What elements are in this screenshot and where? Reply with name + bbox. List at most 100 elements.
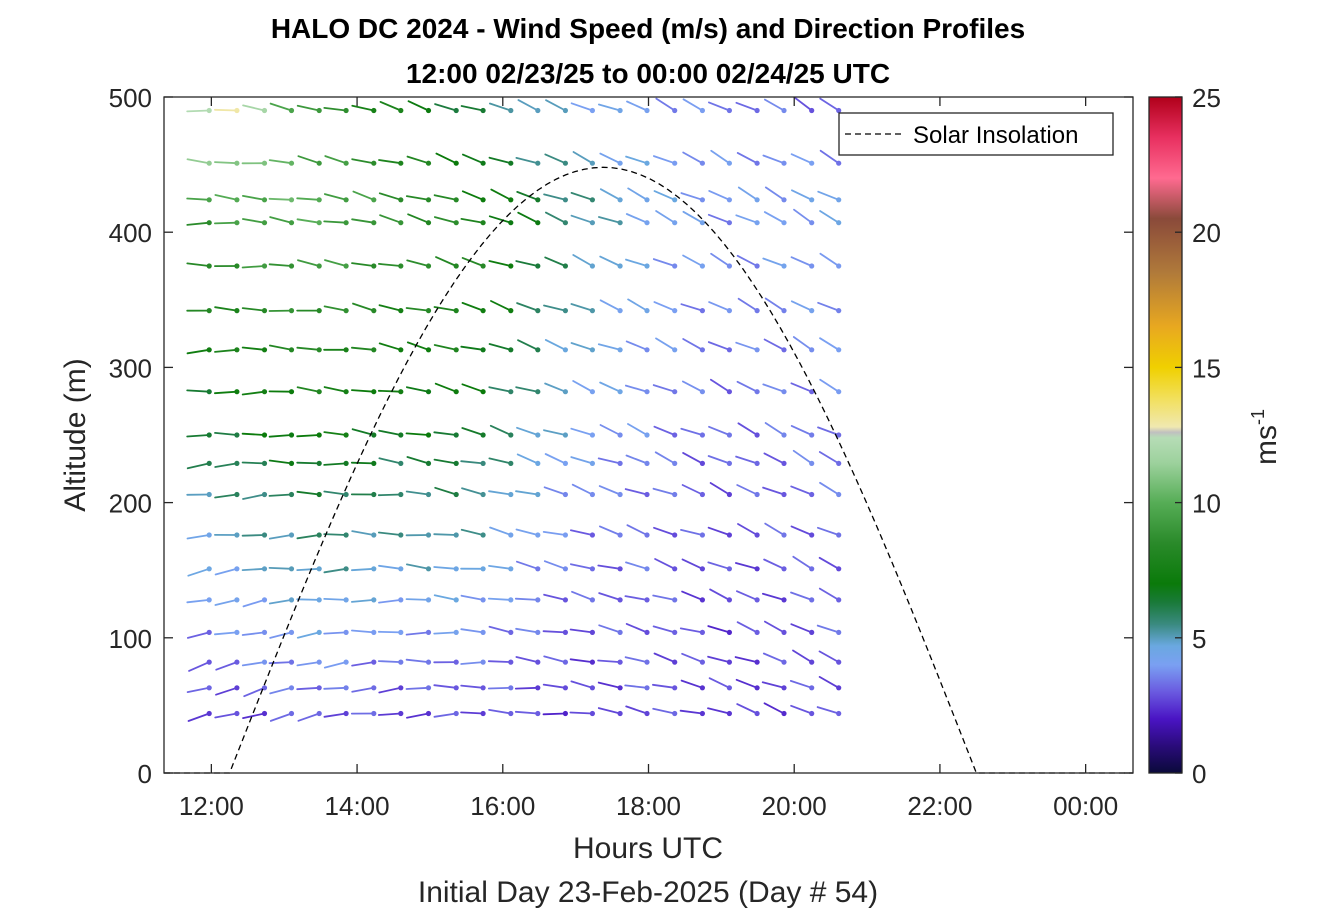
wind-barb-shaft bbox=[736, 703, 758, 715]
wind-barb-shaft bbox=[434, 103, 458, 112]
wind-barb-shaft bbox=[433, 431, 458, 436]
wind-barb-shaft bbox=[406, 259, 430, 267]
colorbar-label-exponent: -1 bbox=[1248, 409, 1268, 425]
wind-barb-dot bbox=[371, 532, 377, 538]
wind-barb-shaft bbox=[269, 712, 293, 722]
wind-barb-dot bbox=[234, 566, 240, 572]
wind-barb-shaft bbox=[351, 661, 375, 667]
wind-barb-shaft bbox=[516, 302, 539, 312]
wind-barb-shaft bbox=[680, 529, 704, 536]
wind-barb-dot bbox=[726, 160, 733, 166]
wind-barb-shaft bbox=[241, 432, 266, 436]
wind-barb-shaft bbox=[709, 482, 731, 496]
x-tick-label: 00:00 bbox=[1053, 791, 1118, 821]
wind-barb-shaft bbox=[542, 683, 567, 689]
wind-barb-shaft bbox=[268, 534, 293, 540]
wind-barb-shaft bbox=[405, 195, 430, 201]
wind-barb-dot bbox=[754, 659, 760, 665]
wind-barb-shaft bbox=[653, 301, 676, 312]
wind-barb-dot bbox=[371, 685, 377, 691]
wind-barb-shaft bbox=[762, 592, 785, 601]
wind-barb-dot bbox=[617, 432, 623, 438]
wind-barb-shaft bbox=[269, 631, 293, 639]
wind-barb-shaft bbox=[599, 299, 621, 312]
wind-barb-shaft bbox=[709, 588, 731, 601]
wind-barb-shaft bbox=[624, 595, 648, 601]
wind-barb-dot bbox=[754, 685, 760, 691]
wind-barb-shaft bbox=[186, 631, 211, 639]
wind-barb-shaft bbox=[241, 307, 266, 312]
wind-barb-shaft bbox=[597, 457, 621, 465]
wind-barb-shaft bbox=[793, 97, 813, 112]
wind-barb-dot bbox=[836, 629, 842, 636]
wind-barb-dot bbox=[453, 597, 459, 603]
wind-barb-dot bbox=[699, 347, 706, 353]
wind-barb-dot bbox=[206, 710, 212, 717]
wind-barb-dot bbox=[617, 160, 623, 166]
wind-barb-dot bbox=[644, 710, 650, 717]
wind-barb-dot bbox=[672, 160, 678, 166]
wind-barb-dot bbox=[480, 532, 486, 538]
wind-barb-shaft bbox=[379, 214, 402, 224]
wind-barb-dot bbox=[672, 491, 678, 498]
wind-barb-shaft bbox=[489, 526, 512, 536]
wind-barb-shaft bbox=[296, 598, 321, 601]
wind-barb-dot bbox=[480, 197, 486, 203]
wind-barb-shaft bbox=[186, 109, 211, 113]
wind-barb-dot bbox=[398, 491, 404, 498]
wind-barb-shaft bbox=[296, 686, 321, 691]
wind-barb-dot bbox=[453, 566, 459, 572]
wind-barb-shaft bbox=[517, 211, 539, 224]
wind-barb-dot bbox=[261, 220, 268, 226]
wind-barb-dot bbox=[234, 263, 240, 269]
wind-barb-dot bbox=[288, 308, 295, 314]
wind-barb-shaft bbox=[653, 425, 676, 436]
wind-barb-shaft bbox=[652, 707, 676, 715]
wind-barb-shaft bbox=[736, 621, 758, 634]
y-tick-label: 300 bbox=[109, 353, 152, 383]
wind-barb-shaft bbox=[296, 197, 321, 201]
wind-barb-shaft bbox=[515, 656, 539, 663]
wind-barb-shaft bbox=[213, 108, 238, 112]
wind-barb-dot bbox=[589, 685, 596, 691]
wind-barb-dot bbox=[425, 197, 432, 203]
wind-barb-dot bbox=[508, 347, 514, 353]
wind-barb-shaft bbox=[460, 594, 485, 601]
wind-barb-shaft bbox=[543, 560, 567, 570]
wind-barb-dot bbox=[480, 220, 486, 226]
wind-barb-shaft bbox=[763, 702, 785, 715]
wind-barb-dot bbox=[261, 107, 268, 114]
wind-barb-dot bbox=[261, 308, 268, 314]
wind-barb-dot bbox=[809, 308, 815, 314]
wind-barb-dot bbox=[371, 160, 377, 166]
wind-barb-dot bbox=[781, 629, 787, 636]
wind-barb-dot bbox=[726, 220, 733, 226]
wind-barb-dot bbox=[809, 685, 815, 691]
wind-barb-dot bbox=[535, 308, 541, 314]
wind-barb-shaft bbox=[792, 449, 813, 465]
x-axis-ticks: 12:00 14:00 16:00 18:00 20:00 22:00 00:00 bbox=[179, 97, 1118, 821]
wind-barb-dot bbox=[781, 107, 787, 114]
wind-barb-dot bbox=[781, 685, 787, 691]
wind-barb-dot bbox=[425, 389, 432, 395]
wind-barb-dot bbox=[809, 659, 815, 665]
wind-barb-shaft bbox=[652, 594, 676, 601]
wind-barb-dot bbox=[288, 107, 295, 114]
wind-barb-shaft bbox=[571, 590, 594, 601]
wind-barb-shaft bbox=[598, 624, 621, 634]
wind-barb-shaft bbox=[542, 630, 567, 634]
wind-barb-dot bbox=[371, 220, 377, 226]
wind-barb-dot bbox=[562, 347, 569, 353]
wind-barb-shaft bbox=[214, 462, 238, 468]
wind-barb-dot bbox=[699, 532, 706, 538]
wind-barb-shaft bbox=[405, 307, 430, 312]
wind-barb-shaft bbox=[487, 686, 512, 690]
wind-barb-dot bbox=[371, 347, 377, 353]
wind-barb-shaft bbox=[490, 188, 512, 201]
wind-barb-shaft bbox=[515, 156, 539, 165]
wind-barb-dot bbox=[398, 197, 404, 203]
wind-barb-shaft bbox=[407, 213, 430, 224]
colorbar-tick-label: 20 bbox=[1192, 218, 1221, 248]
wind-barb-shaft bbox=[792, 555, 813, 570]
wind-barb-shaft bbox=[764, 186, 785, 201]
